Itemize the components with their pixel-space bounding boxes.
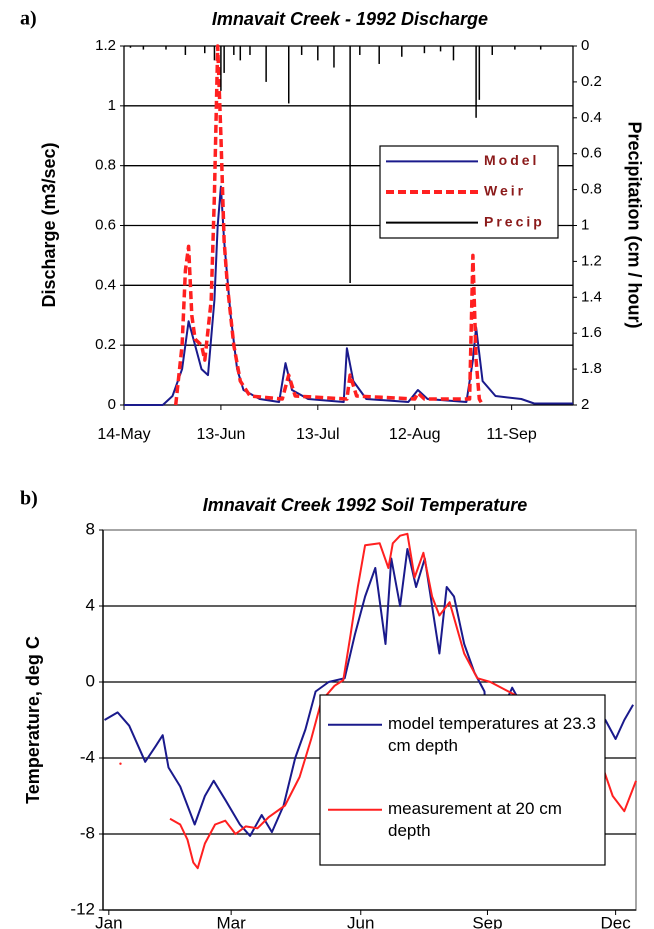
x-tick-label: Dec bbox=[600, 913, 631, 929]
x-tick-label: Mar bbox=[217, 913, 247, 929]
chart-title: Imnavait Creek - 1992 Discharge bbox=[212, 9, 488, 29]
legend-entry: measurement at 20 cm depth bbox=[388, 798, 562, 840]
legend-label: Model bbox=[484, 152, 539, 168]
x-tick-label: Jun bbox=[347, 913, 374, 929]
y-tick-label: -4 bbox=[80, 747, 95, 766]
y2-tick-label: 2 bbox=[581, 396, 589, 413]
x-tick-label: 11-Sep bbox=[486, 426, 537, 443]
legend-label: Precip bbox=[484, 213, 545, 229]
y2-tick-label: 1.4 bbox=[581, 288, 602, 305]
y-tick-label: 0.2 bbox=[95, 336, 116, 353]
x-tick-label: 14-May bbox=[97, 426, 150, 443]
y-tick-label: -8 bbox=[80, 823, 95, 842]
x-tick-label: Jan bbox=[95, 913, 122, 929]
y-tick-label: 0 bbox=[108, 396, 116, 413]
y-tick-label: 4 bbox=[86, 595, 95, 614]
series-line bbox=[173, 44, 485, 406]
y-axis-title: Discharge (m3/sec) bbox=[39, 142, 59, 307]
y-tick-label: 0.6 bbox=[95, 216, 116, 233]
x-tick-label: 13-Jun bbox=[196, 426, 245, 443]
y-tick-label: 1 bbox=[108, 97, 116, 114]
legend-label: Weir bbox=[484, 183, 526, 199]
y2-tick-label: 0.2 bbox=[581, 73, 602, 90]
y2-tick-label: 1.8 bbox=[581, 360, 602, 377]
y2-tick-label: 1 bbox=[581, 216, 589, 233]
y-tick-label: 0.8 bbox=[95, 157, 116, 174]
y-axis-title: Temperature, deg C bbox=[23, 636, 43, 804]
panel-label: a) bbox=[20, 8, 37, 30]
y2-tick-label: 0.6 bbox=[581, 145, 602, 162]
legend-label: measurement at 20 cm depth bbox=[388, 798, 562, 840]
y2-tick-label: 0.4 bbox=[581, 109, 602, 126]
y2-tick-label: 1.2 bbox=[581, 252, 602, 269]
y-tick-label: 1.2 bbox=[95, 37, 116, 54]
y2-axis-title: Precipitation (cm / hour) bbox=[624, 121, 644, 328]
legend-box bbox=[319, 694, 606, 866]
y-tick-label: 8 bbox=[86, 519, 95, 538]
legend-label: model temperatures at 23.3 cm depth bbox=[388, 713, 596, 755]
chart-title: Imnavait Creek 1992 Soil Temperature bbox=[203, 495, 527, 515]
x-tick-label: 13-Jul bbox=[296, 426, 340, 443]
data-point bbox=[119, 762, 122, 765]
y2-tick-label: 0 bbox=[581, 37, 589, 54]
panel-label: b) bbox=[20, 488, 38, 510]
y2-tick-label: 0.8 bbox=[581, 181, 602, 198]
x-tick-label: 12-Aug bbox=[389, 426, 441, 443]
legend-entry: model temperatures at 23.3 cm depth bbox=[388, 713, 596, 755]
series-line bbox=[124, 185, 573, 406]
y-tick-label: 0.4 bbox=[95, 276, 116, 293]
y-tick-label: -12 bbox=[70, 899, 95, 918]
x-tick-label: Sep bbox=[472, 913, 502, 929]
y-tick-label: 0 bbox=[86, 671, 95, 690]
y2-tick-label: 1.6 bbox=[581, 324, 602, 341]
